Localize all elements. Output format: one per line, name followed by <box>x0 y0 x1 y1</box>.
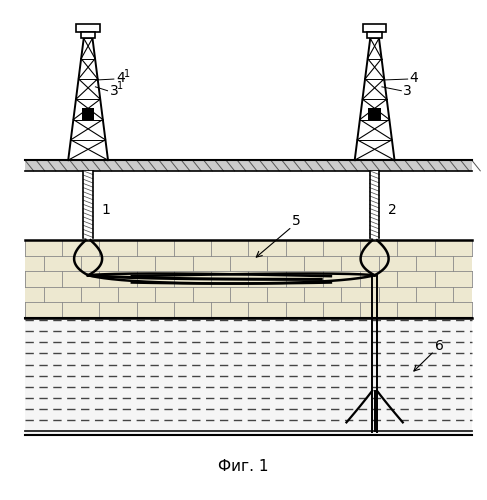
Bar <box>25 318 472 434</box>
Text: 4: 4 <box>410 72 418 86</box>
Text: 3: 3 <box>110 84 118 98</box>
Bar <box>83 171 93 238</box>
Text: 1: 1 <box>117 81 123 91</box>
Bar <box>25 160 472 171</box>
Bar <box>25 240 472 318</box>
Bar <box>81 32 95 38</box>
Text: 2: 2 <box>388 202 397 216</box>
Text: 6: 6 <box>435 338 444 352</box>
Text: 1: 1 <box>102 202 111 216</box>
Bar <box>25 171 472 240</box>
Text: 1: 1 <box>124 68 130 78</box>
Bar <box>82 108 94 120</box>
Text: 3: 3 <box>403 84 412 98</box>
Bar <box>76 24 100 32</box>
Bar <box>368 108 381 120</box>
Bar <box>367 32 382 38</box>
Text: Фиг. 1: Фиг. 1 <box>218 458 269 473</box>
Bar <box>363 24 386 32</box>
Bar <box>370 171 379 238</box>
Text: 5: 5 <box>292 214 301 228</box>
Text: 4: 4 <box>116 72 125 86</box>
